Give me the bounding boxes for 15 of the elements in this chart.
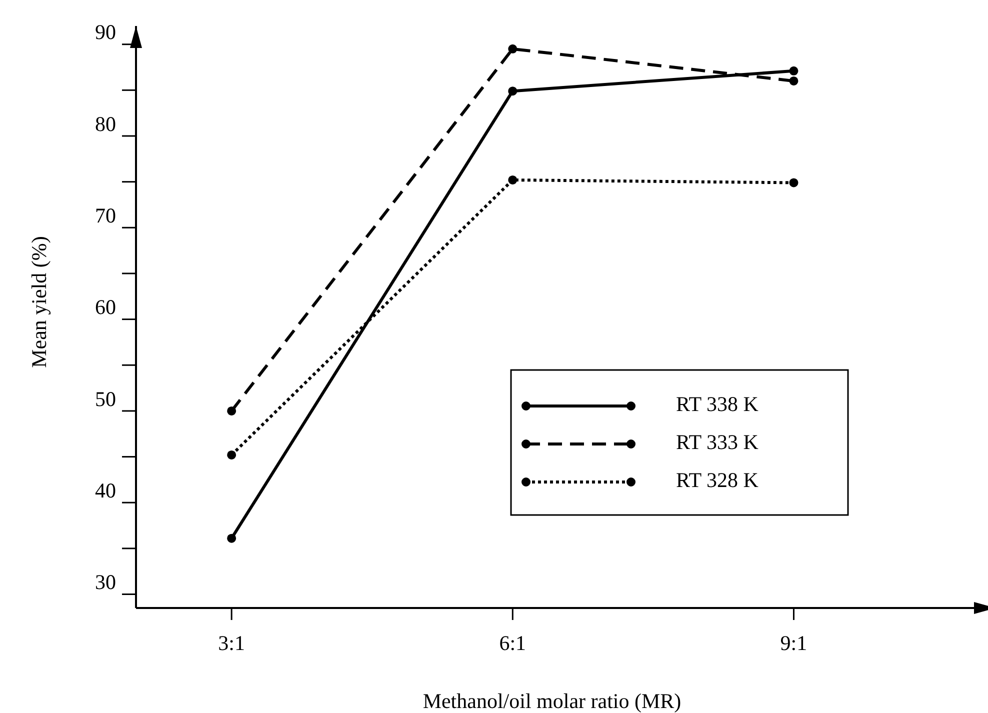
y-tick-label: 40 <box>95 478 116 502</box>
y-tick-label: 30 <box>95 570 116 594</box>
y-tick-label: 90 <box>95 20 116 44</box>
x-axis-title: Methanol/oil molar ratio (MR) <box>422 689 682 713</box>
x-tick-label: 9:1 <box>780 631 808 655</box>
y-axis-title: Mean yield (%) <box>27 236 51 368</box>
legend-label: RT 333 K <box>676 430 758 454</box>
x-tick-label: 6:1 <box>499 631 526 655</box>
legend-label: RT 328 K <box>676 468 758 492</box>
y-tick-label: 80 <box>95 112 116 136</box>
x-tick-label: 3:1 <box>218 631 245 655</box>
y-tick-label: 70 <box>95 203 116 228</box>
legend-label: RT 338 K <box>676 392 758 416</box>
y-tick-label: 60 <box>95 295 116 320</box>
y-tick-label: 50 <box>95 386 116 411</box>
